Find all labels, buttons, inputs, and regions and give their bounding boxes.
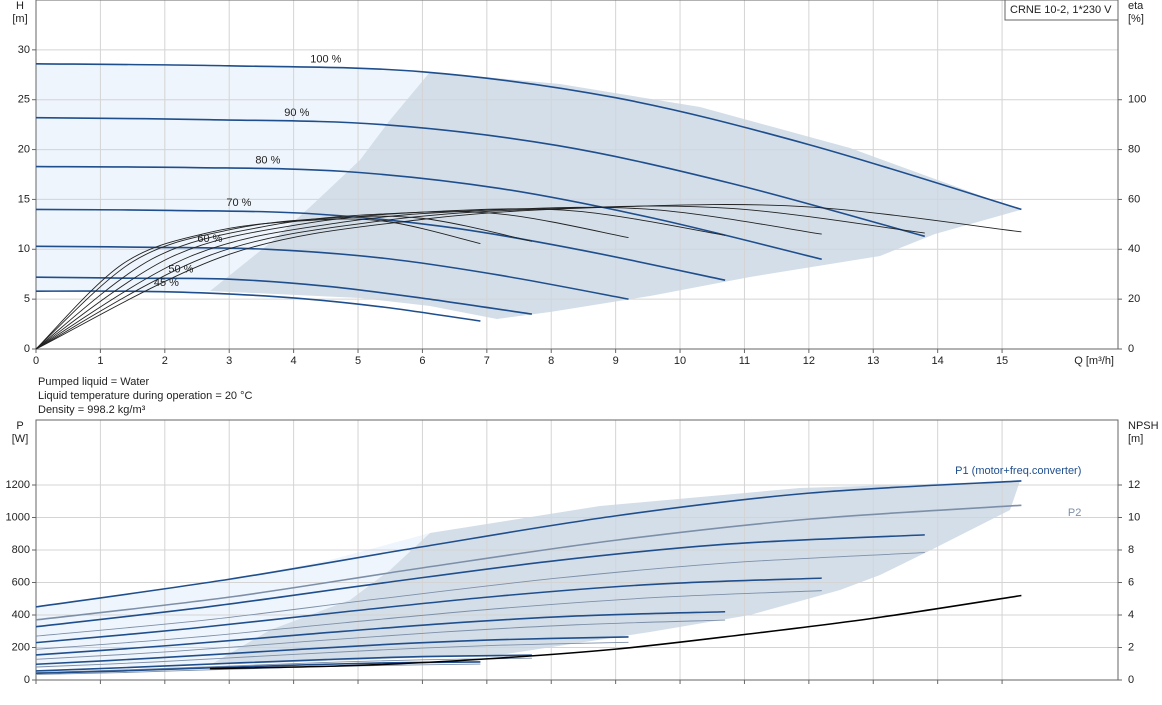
curve bbox=[35, 116, 925, 238]
y2-tick-label: 0 bbox=[1128, 343, 1134, 355]
curve bbox=[35, 590, 822, 650]
y2-axis-unit: [m] bbox=[1128, 433, 1143, 445]
x-tick-label: 2 bbox=[162, 355, 168, 367]
curve bbox=[35, 208, 726, 281]
y-tick-label: 1000 bbox=[6, 511, 30, 523]
curve bbox=[35, 290, 481, 322]
curve bbox=[35, 657, 532, 673]
curve bbox=[35, 636, 629, 666]
dark-range-top bbox=[210, 72, 1020, 319]
curve bbox=[35, 245, 629, 300]
curve bbox=[35, 610, 726, 656]
y2-axis-unit: [%] bbox=[1128, 13, 1144, 25]
secondary-curve bbox=[35, 205, 925, 350]
y2-tick-label: 100 bbox=[1128, 94, 1146, 106]
y-tick-label: 5 bbox=[24, 293, 30, 305]
x-tick-label: 13 bbox=[867, 355, 879, 367]
info-line: Liquid temperature during operation = 20… bbox=[38, 390, 253, 402]
y-axis-label: P bbox=[16, 420, 23, 432]
secondary-curve bbox=[35, 204, 1022, 350]
x-tick-label: 15 bbox=[996, 355, 1008, 367]
plot-frame bbox=[35, 0, 1119, 350]
speed-label: 100 % bbox=[310, 54, 341, 66]
secondary-curve bbox=[209, 594, 1022, 670]
y-tick-label: 10 bbox=[18, 243, 30, 255]
light-range-top bbox=[36, 64, 430, 291]
secondary-curve bbox=[35, 206, 822, 350]
curve bbox=[35, 534, 925, 628]
curve bbox=[35, 619, 726, 660]
label-box-text: CRNE 10-2, 1*230 V bbox=[1010, 4, 1112, 16]
x-tick-label: 0 bbox=[33, 355, 39, 367]
y2-tick-label: 12 bbox=[1128, 479, 1140, 491]
y-tick-label: 30 bbox=[18, 44, 30, 56]
secondary-curve bbox=[35, 208, 726, 350]
y-tick-label: 15 bbox=[18, 193, 30, 205]
curve bbox=[35, 641, 629, 668]
curve bbox=[35, 577, 822, 644]
curve bbox=[35, 661, 481, 675]
x-tick-label: 7 bbox=[484, 355, 490, 367]
y-tick-label: 600 bbox=[12, 576, 30, 588]
curve bbox=[35, 276, 533, 315]
info-line: Density = 998.2 kg/m³ bbox=[38, 404, 146, 416]
y2-tick-label: 60 bbox=[1128, 193, 1140, 205]
series-name: P2 bbox=[1068, 507, 1081, 519]
y-tick-label: 800 bbox=[12, 544, 30, 556]
x-tick-label: 6 bbox=[419, 355, 425, 367]
operating-range bbox=[36, 64, 1020, 668]
label-box bbox=[1004, 0, 1119, 21]
y-axis-unit: [W] bbox=[12, 433, 29, 445]
dark-range-bottom bbox=[210, 481, 1020, 665]
info-line: Pumped liquid = Water bbox=[38, 376, 150, 388]
y2-tick-label: 10 bbox=[1128, 511, 1140, 523]
speed-label: 60 % bbox=[197, 233, 222, 245]
y2-axis-label: eta bbox=[1128, 0, 1144, 12]
y-tick-label: 0 bbox=[24, 343, 30, 355]
x-tick-label: 11 bbox=[739, 355, 750, 367]
x-tick-label: 4 bbox=[291, 355, 297, 367]
plot-frame bbox=[35, 419, 1119, 681]
secondary-curve bbox=[35, 218, 481, 350]
x-tick-label: 8 bbox=[548, 355, 554, 367]
x-tick-label: 9 bbox=[613, 355, 619, 367]
curve bbox=[35, 552, 925, 637]
y-tick-label: 25 bbox=[18, 94, 30, 106]
y-axis-label: H bbox=[16, 0, 24, 12]
series-name: P1 (motor+freq.converter) bbox=[955, 465, 1081, 477]
x-tick-label: 12 bbox=[803, 355, 815, 367]
y2-tick-label: 20 bbox=[1128, 293, 1140, 305]
y2-tick-label: 8 bbox=[1128, 544, 1134, 556]
speed-label: 70 % bbox=[226, 197, 251, 209]
x-axis-label: Q [m³/h] bbox=[1074, 355, 1114, 367]
speed-label: 90 % bbox=[284, 107, 309, 119]
curve bbox=[35, 480, 1022, 608]
y2-tick-label: 6 bbox=[1128, 576, 1134, 588]
y2-tick-label: 0 bbox=[1128, 674, 1134, 686]
x-tick-label: 5 bbox=[355, 355, 361, 367]
speed-label: 45 % bbox=[154, 277, 179, 289]
curve bbox=[35, 504, 1022, 621]
curve bbox=[35, 165, 822, 261]
y-tick-label: 20 bbox=[18, 143, 30, 155]
curve bbox=[35, 63, 1022, 211]
y-tick-label: 400 bbox=[12, 609, 30, 621]
x-tick-label: 3 bbox=[226, 355, 232, 367]
speed-label: 80 % bbox=[255, 154, 280, 166]
y2-tick-label: 4 bbox=[1128, 609, 1134, 621]
y-tick-label: 0 bbox=[24, 674, 30, 686]
y-tick-label: 1200 bbox=[6, 479, 30, 491]
x-tick-label: 14 bbox=[932, 355, 944, 367]
x-tick-label: 10 bbox=[674, 355, 686, 367]
speed-label: 50 % bbox=[168, 264, 193, 276]
y2-tick-label: 2 bbox=[1128, 641, 1134, 653]
y-axis-unit: [m] bbox=[12, 13, 27, 25]
curve bbox=[35, 654, 532, 672]
x-tick-label: 1 bbox=[97, 355, 103, 367]
y2-tick-label: 40 bbox=[1128, 243, 1140, 255]
y-tick-label: 200 bbox=[12, 641, 30, 653]
y2-tick-label: 80 bbox=[1128, 143, 1140, 155]
y2-axis-label: NPSH bbox=[1128, 420, 1159, 432]
